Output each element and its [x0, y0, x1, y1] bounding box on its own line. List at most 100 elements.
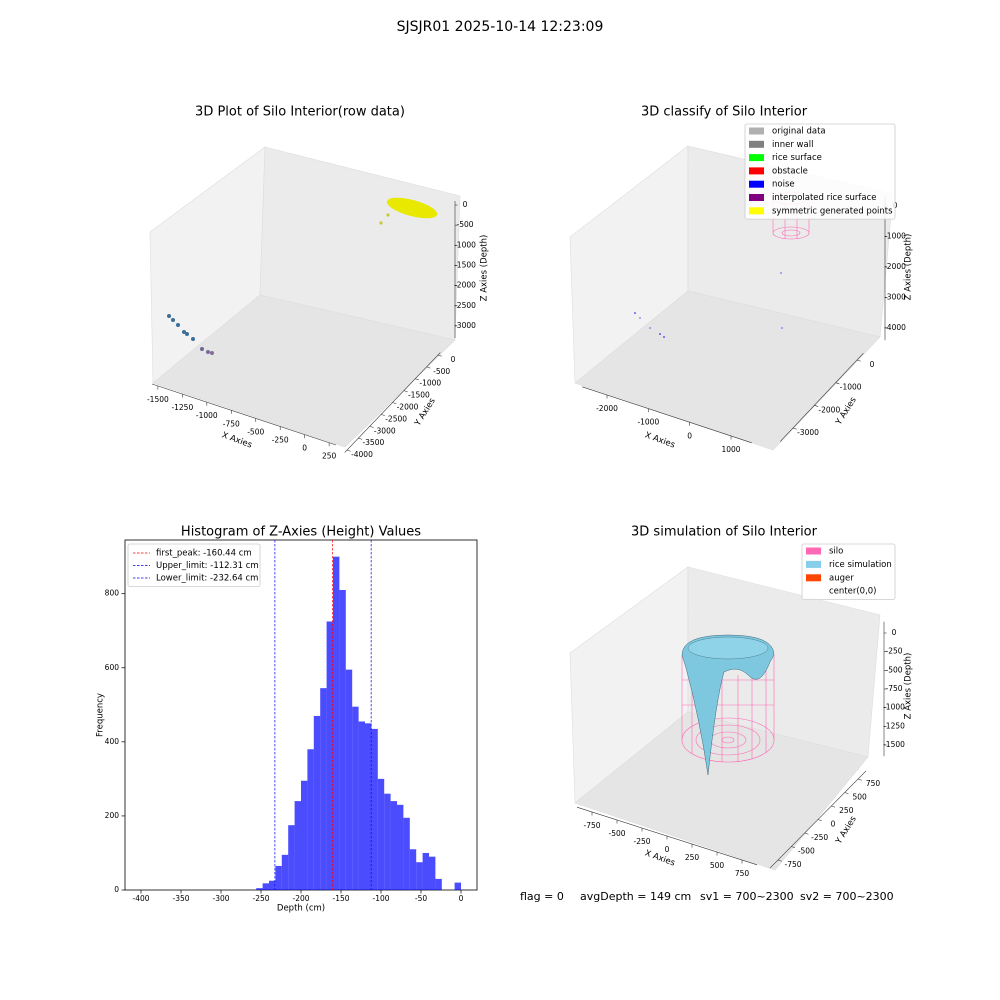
pane	[152, 294, 456, 448]
z-tick-label: -1250	[883, 721, 905, 730]
y-tick-label: -2500	[385, 414, 407, 423]
tick-mark	[814, 405, 819, 407]
histogram-bar	[326, 621, 333, 890]
x-tick-label: 0	[665, 845, 670, 854]
histogram-bar	[416, 862, 423, 890]
silo-wireframe	[681, 655, 775, 763]
y-tick-label: 800	[105, 589, 120, 598]
axis-line	[582, 386, 752, 444]
histogram-bar	[365, 723, 372, 890]
y-tick-label: 0	[870, 360, 875, 369]
legend-label: auger	[829, 573, 854, 583]
z-tick-label: -1500	[883, 740, 905, 749]
histogram-bar	[333, 556, 340, 890]
y-tick-label: -1000	[840, 383, 862, 392]
histogram-bar	[403, 817, 410, 890]
z-tick-label: -1000	[883, 703, 905, 712]
legend-label: center(0,0)	[829, 587, 877, 597]
histogram-bar	[320, 688, 327, 890]
histogram-bar	[256, 888, 263, 890]
x-tick-label: -100	[372, 894, 389, 903]
y-tick-label: 600	[105, 663, 120, 672]
legend-label: silo	[829, 547, 843, 557]
x-tick-label: 250	[322, 452, 337, 461]
legend-label: Lower_limit: -232.64 cm	[156, 574, 258, 584]
legend-swatch	[749, 140, 764, 148]
histogram-bar	[397, 804, 404, 890]
y-tick-label: 400	[105, 737, 120, 746]
legend-label: interpolated rice surface	[772, 193, 877, 203]
histogram-bar	[352, 706, 359, 890]
y-tick-label: -3000	[797, 428, 819, 437]
x-tick-label: -50	[415, 894, 427, 903]
z-tick-label: -2000	[884, 262, 906, 271]
tick-mark	[403, 390, 408, 393]
z-tick-label: -1500	[454, 260, 476, 269]
tick-mark	[791, 846, 796, 849]
y-tick-label: -2000	[397, 403, 419, 412]
panel-4-panes	[569, 566, 881, 871]
legend-swatch	[749, 207, 764, 215]
x-tick-label: -750	[223, 419, 240, 428]
tick-mark	[804, 832, 809, 835]
histogram-bar	[275, 865, 282, 890]
y-tick-label: -3000	[374, 426, 396, 435]
x-tick-label: 750	[735, 869, 750, 878]
x-tick-label: 1000	[721, 445, 740, 454]
histogram-bar	[429, 856, 436, 890]
x-tick-label: -1000	[196, 411, 218, 420]
tick-mark	[835, 382, 840, 385]
z-tick-label: -750	[885, 684, 902, 693]
x-tick-label: -500	[247, 427, 264, 436]
x-tick-label: -250	[633, 837, 650, 846]
tick-mark	[817, 819, 822, 822]
x-tick-label: -350	[172, 894, 189, 903]
legend-swatch	[806, 560, 821, 568]
x-tick-label: -500	[608, 829, 625, 838]
z-tick-label: -3000	[454, 321, 476, 330]
tick-mark	[437, 354, 442, 357]
tick-mark	[857, 778, 862, 781]
x-tick-label: 0	[687, 431, 692, 440]
tick-mark	[346, 449, 351, 452]
histogram-bar	[269, 880, 276, 890]
subplot-title: 3D Plot of Silo Interior(row data)	[195, 105, 405, 120]
z-tick-label: 0	[463, 200, 468, 209]
y-tick-label: 750	[866, 779, 881, 788]
rice-surface-top	[687, 636, 769, 660]
legend-box	[127, 543, 261, 587]
histogram-bar	[390, 801, 397, 890]
status-text: sv2 = 700~2300	[800, 890, 894, 903]
y-tick-label: -3500	[362, 438, 384, 447]
histogram-bar	[339, 590, 346, 890]
subplot-title: Histogram of Z-Axies (Height) Values	[181, 525, 421, 540]
tick-mark	[831, 805, 836, 808]
x-tick-label: -1500	[147, 395, 169, 404]
z-tick-label: -250	[885, 647, 902, 656]
histogram-bar	[313, 715, 321, 890]
histogram-bar	[384, 793, 391, 890]
x-tick-label: -200	[292, 894, 309, 903]
histogram-bar	[422, 852, 429, 890]
y-tick-label: -750	[784, 860, 801, 869]
x-tick-label: -250	[252, 894, 269, 903]
histogram-bar	[262, 883, 269, 890]
histogram-bar	[301, 780, 308, 890]
histogram-bar	[307, 749, 314, 890]
z-tick-label: -2500	[454, 301, 476, 310]
tick-mark	[392, 402, 397, 405]
tick-mark	[856, 359, 861, 362]
x-tick-label: 250	[685, 853, 700, 862]
y-tick-label: -2000	[818, 405, 840, 414]
subplot-title: 3D classify of Silo Interior	[641, 105, 808, 120]
legend-swatch	[749, 180, 764, 188]
y-tick-label: 0	[114, 885, 119, 894]
z-tick-label: -3000	[884, 293, 906, 302]
pane	[574, 290, 881, 451]
figure-title: SJSJR01 2025-10-14 12:23:09	[397, 19, 604, 35]
histogram-bar	[358, 721, 365, 890]
legend-label: inner wall	[772, 140, 813, 150]
legend-label: rice surface	[772, 153, 822, 163]
tick-mark	[792, 427, 797, 430]
